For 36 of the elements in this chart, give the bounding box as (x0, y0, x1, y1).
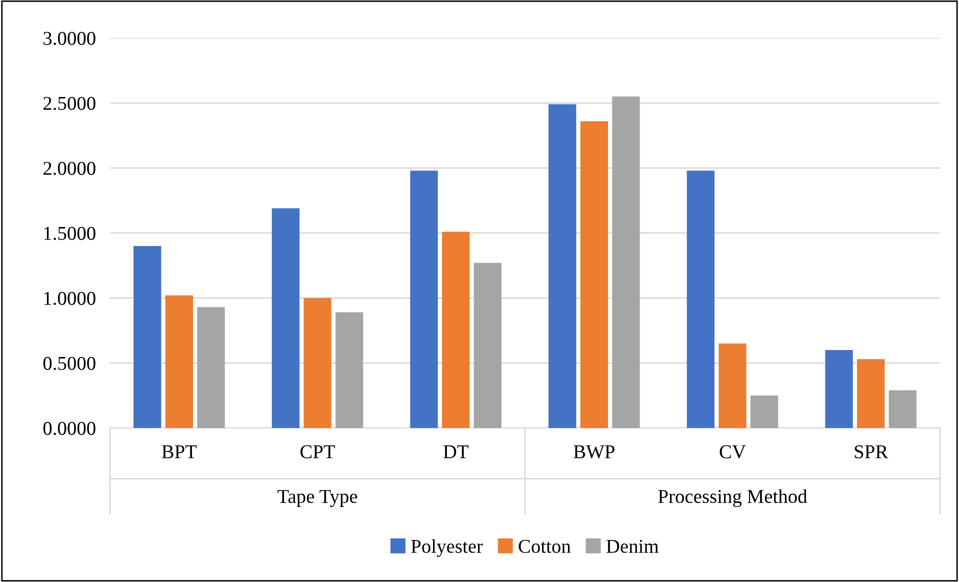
bar (888, 390, 916, 428)
y-tick-label: 2.5000 (43, 96, 96, 110)
y-tick-label: 0.0000 (43, 422, 96, 436)
text: Processing Method (658, 489, 808, 508)
x-tick-label: SPR (854, 445, 888, 458)
bar (474, 262, 502, 428)
y-tick-label: 2.0000 (43, 162, 96, 176)
bar (197, 307, 225, 428)
x-tick-label: CV (720, 445, 746, 458)
bar (825, 350, 853, 428)
bar (165, 295, 193, 428)
y-tick-label: 0.5000 (43, 356, 96, 370)
legend-label: Polyester (411, 539, 483, 557)
bar (410, 170, 438, 428)
y-tick-label: 1.5000 (44, 226, 96, 240)
legend-label: Cotton (518, 540, 571, 553)
x-tick-label: DT (443, 445, 468, 458)
bar (612, 96, 640, 428)
bar (304, 298, 332, 428)
x-tick-label: BPT (162, 445, 197, 458)
text: Tape Type (278, 490, 358, 508)
y-tick-label: 1.0000 (44, 292, 96, 306)
bar (857, 359, 885, 428)
bar (686, 170, 715, 428)
bar (442, 232, 470, 428)
x-tick-label: CPT (300, 445, 336, 458)
bar (750, 396, 778, 428)
bar (548, 104, 576, 428)
bar (718, 344, 746, 428)
bar (580, 121, 608, 428)
legend-label: Denim (606, 540, 659, 553)
y-tick-label: 3.0000 (44, 32, 96, 46)
bar (335, 312, 364, 428)
bar (134, 246, 162, 428)
x-tick-label: BWP (574, 445, 614, 458)
bar (272, 208, 300, 428)
